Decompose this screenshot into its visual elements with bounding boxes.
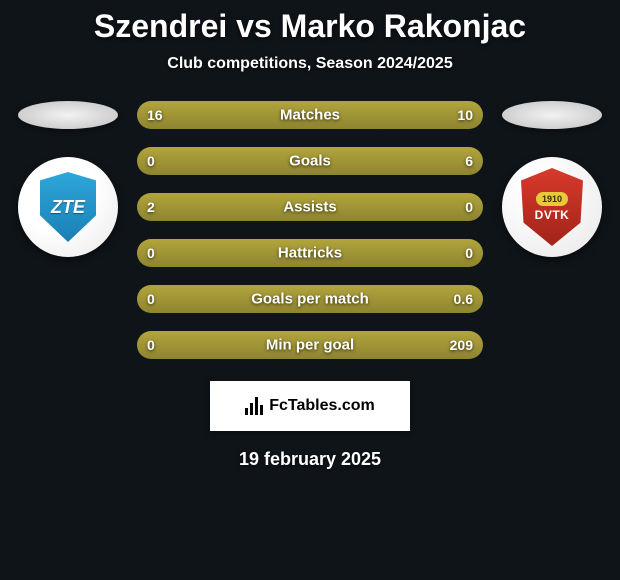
player-left-column: ZTE: [13, 101, 123, 257]
page-title: Szendrei vs Marko Rakonjac: [94, 8, 526, 45]
bar-value-left: 0: [147, 291, 155, 307]
stat-bar: 0 0 Hattricks: [137, 239, 483, 267]
club-year-right: 1910: [536, 192, 568, 206]
stat-bar: 0 6 Goals: [137, 147, 483, 175]
stat-bar: 2 0 Assists: [137, 193, 483, 221]
club-abbr-left: ZTE: [51, 197, 85, 218]
club-logo-left: ZTE: [18, 157, 118, 257]
bars-icon: [245, 397, 263, 415]
bar-label: Matches: [280, 107, 340, 124]
attribution-text: FcTables.com: [269, 397, 375, 415]
bar-label: Goals: [289, 153, 331, 170]
bar-right-fill: [199, 147, 483, 175]
bar-label: Min per goal: [266, 337, 354, 354]
bar-label: Assists: [283, 199, 336, 216]
bar-value-left: 0: [147, 337, 155, 353]
bar-value-right: 0: [465, 199, 473, 215]
stats-bars: 1610Matches06Goals20Assists00Hattricks00…: [137, 101, 483, 359]
date-line: 19 february 2025: [239, 449, 381, 470]
bar-value-right: 6: [465, 153, 473, 169]
stat-bar: 16 10 Matches: [137, 101, 483, 129]
player-right-column: 1910 DVTK: [497, 101, 607, 257]
bar-value-left: 16: [147, 107, 163, 123]
attribution-badge: FcTables.com: [210, 381, 410, 431]
club-abbr-right: DVTK: [535, 208, 570, 222]
bar-value-right: 0.6: [454, 291, 473, 307]
player-left-silhouette: [18, 101, 118, 129]
stat-bar: 0 209 Min per goal: [137, 331, 483, 359]
bar-value-left: 2: [147, 199, 155, 215]
comparison-container: Szendrei vs Marko Rakonjac Club competit…: [0, 0, 620, 470]
bar-value-right: 10: [457, 107, 473, 123]
bar-value-right: 0: [465, 245, 473, 261]
bar-label: Goals per match: [251, 291, 369, 308]
bar-value-left: 0: [147, 153, 155, 169]
dvtk-shield-icon: 1910 DVTK: [521, 168, 583, 246]
bar-label: Hattricks: [278, 245, 342, 262]
bar-value-left: 0: [147, 245, 155, 261]
zte-shield-icon: ZTE: [40, 172, 96, 242]
bar-value-right: 209: [450, 337, 473, 353]
subtitle: Club competitions, Season 2024/2025: [167, 55, 452, 73]
club-logo-right: 1910 DVTK: [502, 157, 602, 257]
main-row: ZTE 16 10 Matches 0 6 Goals 2 0 Assists 0 0 Hattric…: [0, 101, 620, 359]
stat-bar: 0 0.6 Goals per match: [137, 285, 483, 313]
player-right-silhouette: [502, 101, 602, 129]
